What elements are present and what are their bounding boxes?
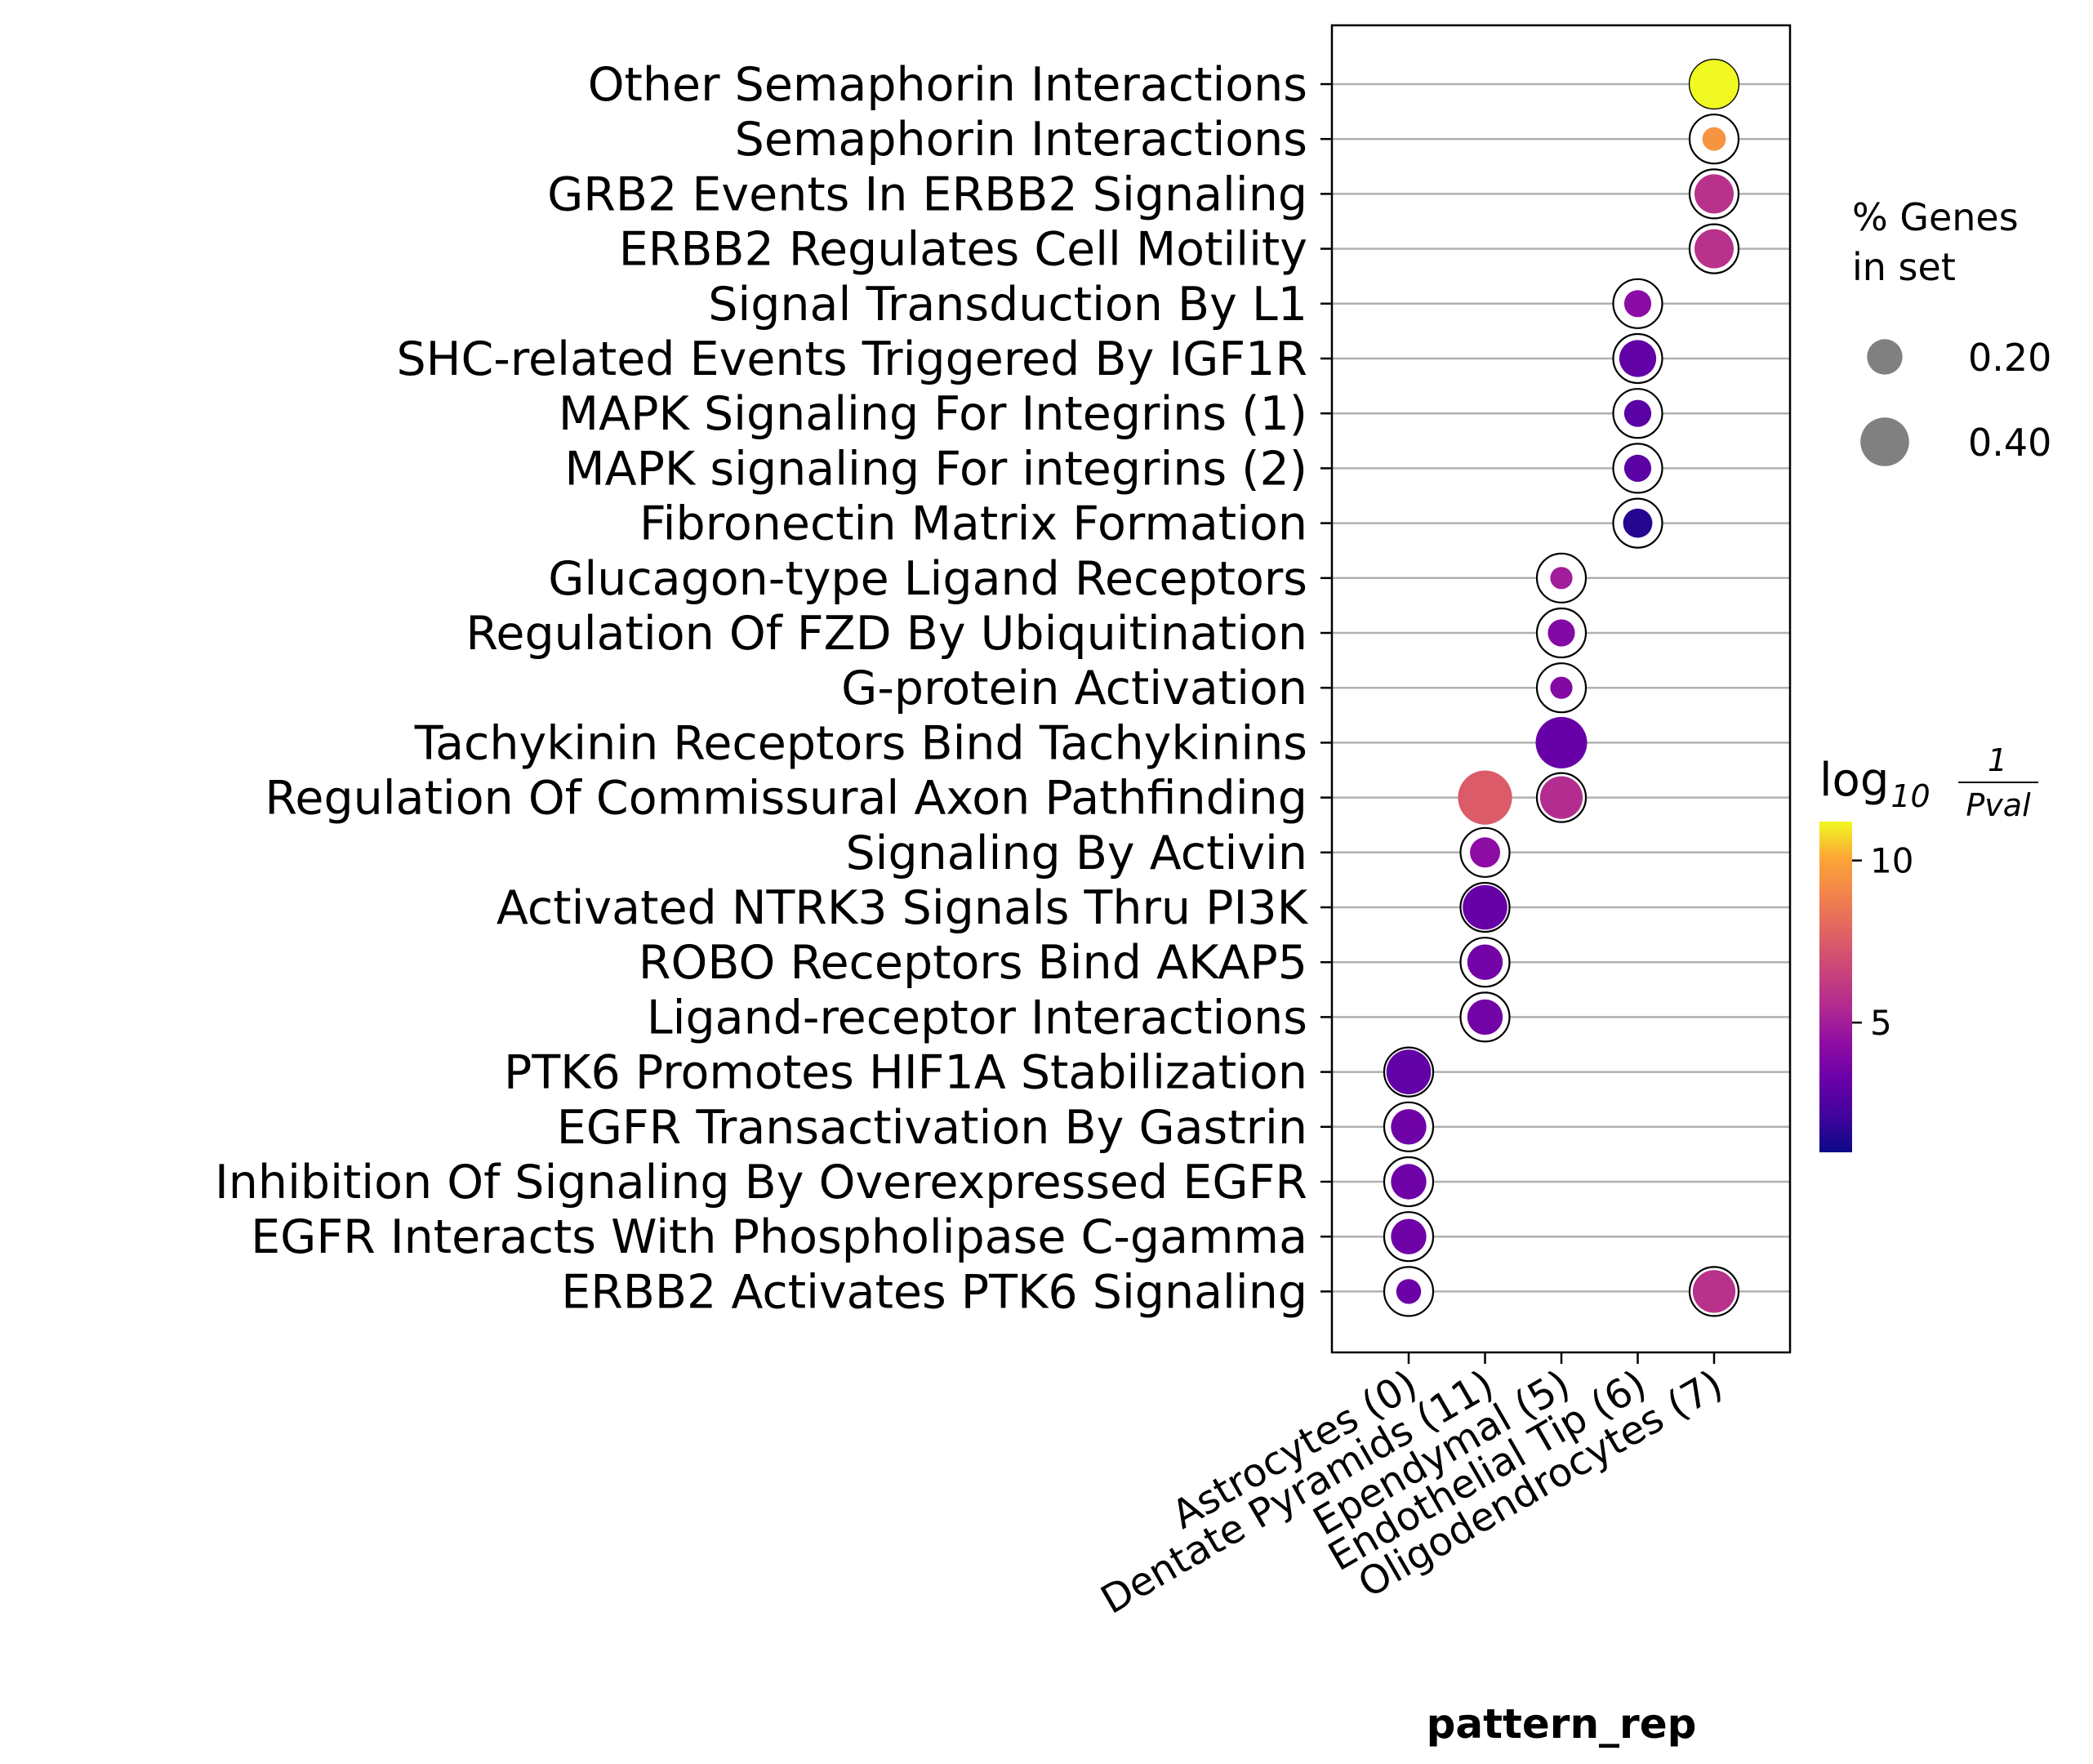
y-tick-label: Fibronectin Matrix Formation	[639, 497, 1307, 551]
colorbar-title-denominator: Pval	[1966, 787, 2031, 823]
y-tick-label: Other Semaphorin Interactions	[588, 58, 1307, 112]
size-legend-title-line1: % Genes	[1852, 195, 2019, 239]
y-tick-label: PTK6 Promotes HIF1A Stabilization	[504, 1046, 1307, 1100]
dot-marker	[1619, 340, 1657, 377]
colorbar-title-numerator: 1	[1988, 742, 2007, 778]
dot-marker	[1692, 1270, 1736, 1313]
dot-marker	[1623, 454, 1652, 483]
y-tick-label: ERBB2 Regulates Cell Motility	[619, 223, 1307, 277]
colorbar-tick-label: 5	[1870, 1003, 1892, 1043]
y-tick-label: EGFR Transactivation By Gastrin	[557, 1101, 1307, 1155]
x-axis-ticks	[1407, 1352, 1716, 1364]
y-axis-labels: Other Semaphorin InteractionsSemaphorin …	[215, 58, 1309, 1319]
dot-marker	[1702, 127, 1726, 151]
y-tick-label: Glucagon-type Ligand Receptors	[548, 552, 1307, 606]
y-tick-label: Signal Transduction By L1	[708, 278, 1307, 332]
y-tick-label: Regulation Of FZD By Ubiquitination	[465, 607, 1307, 661]
y-tick-label: Tachykinin Receptors Bind Tachykinins	[414, 716, 1307, 770]
size-legend: % Genes in set 0.20 0.40	[1852, 195, 2051, 466]
dot-marker	[1694, 174, 1734, 214]
y-tick-label: SHC-related Events Triggered By IGF1R	[396, 332, 1307, 386]
dot-marker	[1386, 1049, 1432, 1094]
dot-marker	[1690, 60, 1739, 109]
x-axis-labels: Astrocytes (0)Dentate Pyramids (11)Epend…	[1093, 1361, 1730, 1624]
dot-marker	[1535, 716, 1588, 768]
size-legend-marker	[1867, 339, 1903, 375]
colorbar-tick-label: 10	[1870, 841, 1913, 881]
y-tick-label: EGFR Interacts With Phospholipase C-gamm…	[251, 1210, 1307, 1264]
dot-marker	[1458, 770, 1512, 825]
size-legend-marker	[1860, 417, 1909, 466]
colorbar: log10 1 Pval 5 10	[1819, 742, 2038, 1152]
y-tick-label: Regulation Of Commissural Axon Pathfindi…	[265, 772, 1307, 826]
dot-marker	[1623, 290, 1652, 318]
dot-marker	[1550, 567, 1573, 590]
y-tick-label: GRB2 Events In ERBB2 Signaling	[547, 167, 1307, 221]
dot-marker	[1470, 837, 1500, 868]
y-tick-label: Semaphorin Interactions	[735, 113, 1307, 167]
y-tick-label: ERBB2 Activates PTK6 Signaling	[561, 1265, 1307, 1319]
x-axis-title: pattern_rep	[1427, 1700, 1697, 1748]
dot-marker	[1694, 229, 1734, 269]
size-legend-label: 0.20	[1968, 336, 2051, 380]
y-tick-label: Activated NTRK3 Signals Thru PI3K	[497, 881, 1309, 935]
size-legend-label: 0.40	[1968, 421, 2051, 465]
plot-frame	[1330, 24, 1792, 1354]
y-tick-label: ROBO Receptors Bind AKAP5	[639, 936, 1307, 990]
y-tick-label: Ligand-receptor Interactions	[647, 991, 1307, 1045]
dot-marker	[1547, 619, 1575, 647]
dot-marker	[1467, 944, 1503, 980]
y-tick-label: MAPK signaling For integrins (2)	[564, 442, 1307, 496]
y-tick-label: G-protein Activation	[841, 662, 1307, 715]
dot-marker	[1467, 999, 1503, 1036]
size-legend-title-line2: in set	[1852, 245, 1956, 289]
colorbar-gradient	[1819, 822, 1852, 1152]
dot-marker	[1391, 1164, 1427, 1200]
dot-marker	[1539, 776, 1583, 819]
dot-marker	[1391, 1218, 1427, 1254]
y-tick-label: MAPK Signaling For Integrins (1)	[559, 387, 1307, 441]
data-points	[1383, 58, 1740, 1317]
colorbar-title: log10	[1819, 754, 1930, 814]
y-axis-ticks	[1320, 82, 1332, 1293]
dot-marker	[1391, 1109, 1427, 1145]
dot-marker	[1623, 508, 1653, 538]
dot-marker	[1463, 884, 1507, 930]
dot-marker	[1396, 1279, 1422, 1304]
dot-marker	[1623, 399, 1652, 427]
y-tick-label: Inhibition Of Signaling By Overexpressed…	[215, 1156, 1307, 1209]
dot-marker	[1550, 676, 1573, 699]
y-tick-label: Signaling By Activin	[845, 826, 1307, 880]
